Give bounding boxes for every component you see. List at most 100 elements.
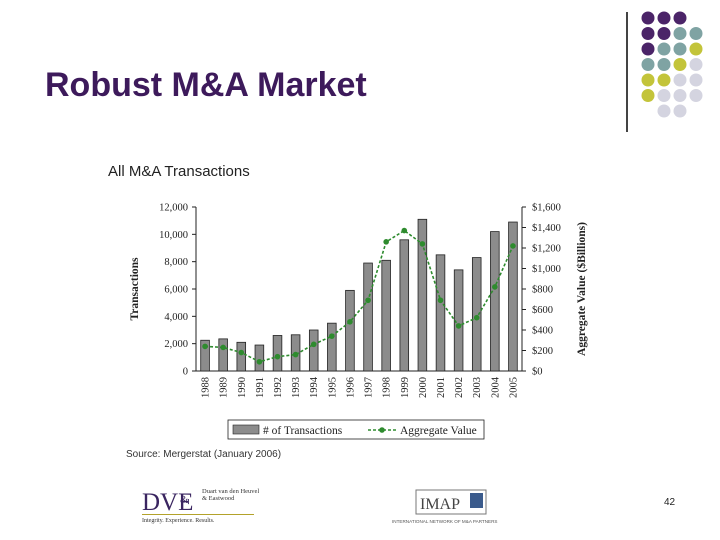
x-tick-label: 1992 xyxy=(273,377,284,398)
decor-dot xyxy=(673,73,687,87)
decor-dot xyxy=(673,89,687,102)
x-tick-label: 1993 xyxy=(291,377,302,398)
imap-logo-tagline: INTERNATIONAL NETWORK OF M&A PARTNERS xyxy=(392,519,498,524)
chart-svg: All M&A Transactions 0 2,000 4,000 6,000 8,00… xyxy=(108,163,588,440)
bar-transactions xyxy=(363,262,373,372)
x-tick-label: 1990 xyxy=(237,377,248,398)
x-tick-label: 1995 xyxy=(327,377,338,398)
left-tick-label: 0 xyxy=(183,367,188,378)
x-tick-label: 2005 xyxy=(508,377,519,398)
bar-transactions xyxy=(471,257,482,372)
point-aggregate-value xyxy=(419,241,426,247)
imap-logo: IMAP INTERNATIONAL NETWORK OF M&A PARTNE… xyxy=(392,489,498,524)
decor-dot xyxy=(689,58,703,71)
point-aggregate-value xyxy=(329,333,335,339)
point-aggregate-value xyxy=(401,227,408,234)
point-aggregate-value xyxy=(256,358,263,365)
legend-label-transactions: # of Transactions xyxy=(263,425,343,437)
decor-dot xyxy=(689,89,703,102)
point-aggregate-value xyxy=(238,349,245,356)
decor-dot xyxy=(673,104,687,118)
dve-logo-mark: DVE xyxy=(142,489,193,516)
source-note: Source: Mergerstat (January 2006) xyxy=(126,449,282,460)
point-aggregate-value xyxy=(437,297,444,304)
bar-transactions xyxy=(417,218,428,372)
decor-dot xyxy=(673,42,687,56)
decor-dot xyxy=(641,58,655,71)
point-aggregate-value xyxy=(365,297,371,304)
point-aggregate-value xyxy=(455,323,462,329)
chart-title: All M&A Transactions xyxy=(108,163,250,180)
right-tick-label: $800 xyxy=(532,285,553,296)
decor-dot xyxy=(657,58,671,71)
dve-logo: DVE & Duart van den Heuvel & Eastwood In… xyxy=(142,488,259,524)
chart: All M&A Transactions 0 2,000 4,000 6,000 8,00… xyxy=(100,150,620,455)
bar-transactions xyxy=(236,341,247,372)
x-tick-label: 2003 xyxy=(472,377,483,398)
left-tick-label: 12,000 xyxy=(159,203,188,214)
bar-transactions xyxy=(399,239,410,372)
dve-logo-rule xyxy=(142,514,254,515)
point-aggregate-value xyxy=(274,353,281,360)
bar-transactions xyxy=(218,338,228,372)
decor-dot xyxy=(673,11,687,25)
x-tick-label: 2002 xyxy=(454,377,465,398)
x-tick-label: 1989 xyxy=(219,377,230,398)
right-tick-label: $1,200 xyxy=(532,244,561,255)
left-tick-label: 4,000 xyxy=(164,312,188,323)
page-number: 42 xyxy=(664,497,676,508)
y-axis-label: Transactions xyxy=(129,257,141,321)
legend-box xyxy=(227,419,485,440)
bar-transactions xyxy=(381,259,391,372)
imap-logo-mark: IMAP xyxy=(420,496,460,513)
bar-transactions xyxy=(490,231,500,372)
decor-dot xyxy=(673,27,687,40)
left-tick-label: 2,000 xyxy=(164,339,188,350)
decor-dot xyxy=(657,42,671,56)
legend-label-aggregate: Aggregate Value xyxy=(400,425,477,437)
imap-logo-globe xyxy=(470,493,483,508)
x-tick-label: 2004 xyxy=(490,376,501,398)
decor-dot xyxy=(641,89,655,102)
point-aggregate-value xyxy=(492,284,498,290)
x-tick-label: 1999 xyxy=(400,377,411,398)
decor-dot xyxy=(689,27,703,40)
right-tick-label: $1,600 xyxy=(532,203,561,214)
left-tick-label: 8,000 xyxy=(164,257,188,268)
right-tick-label: $400 xyxy=(532,326,553,337)
legend-line-marker xyxy=(379,427,385,433)
line-aggregate-value xyxy=(205,229,514,363)
decor-dot xyxy=(641,73,655,87)
decor-dot xyxy=(657,89,671,102)
right-tick-label: $1,000 xyxy=(532,264,561,275)
decor-dot xyxy=(641,42,655,56)
left-tick-label: 6,000 xyxy=(164,285,188,296)
y-axis-label-right: Aggregate Value ($Billions) xyxy=(575,222,588,356)
right-tick-label: $0 xyxy=(532,367,543,378)
bar-transactions xyxy=(345,289,355,372)
decor-dot xyxy=(657,104,671,118)
legend-bar-swatch xyxy=(232,424,260,435)
x-tick-label: 1997 xyxy=(364,377,375,398)
decorative-dot-grid xyxy=(641,11,703,118)
point-aggregate-value xyxy=(220,344,226,351)
left-tick-label: 10,000 xyxy=(159,230,188,241)
bar-transactions xyxy=(254,344,265,372)
right-tick-label: $600 xyxy=(532,305,553,316)
bar-transactions xyxy=(200,339,210,372)
decor-dot xyxy=(641,11,655,25)
bar-transactions xyxy=(435,254,446,372)
decor-dot xyxy=(689,73,703,87)
decor-dot xyxy=(673,58,687,71)
x-tick-label: 1988 xyxy=(201,377,212,398)
point-aggregate-value xyxy=(347,319,353,325)
point-aggregate-value xyxy=(473,314,480,321)
bar-transactions xyxy=(453,269,464,372)
point-aggregate-value xyxy=(292,351,299,358)
decor-dot xyxy=(641,27,655,40)
x-tick-label: 2000 xyxy=(418,377,429,398)
divider-line xyxy=(626,12,628,132)
x-tick-label: 1991 xyxy=(255,377,266,398)
bar-transactions xyxy=(327,322,337,372)
point-aggregate-value xyxy=(510,243,516,249)
